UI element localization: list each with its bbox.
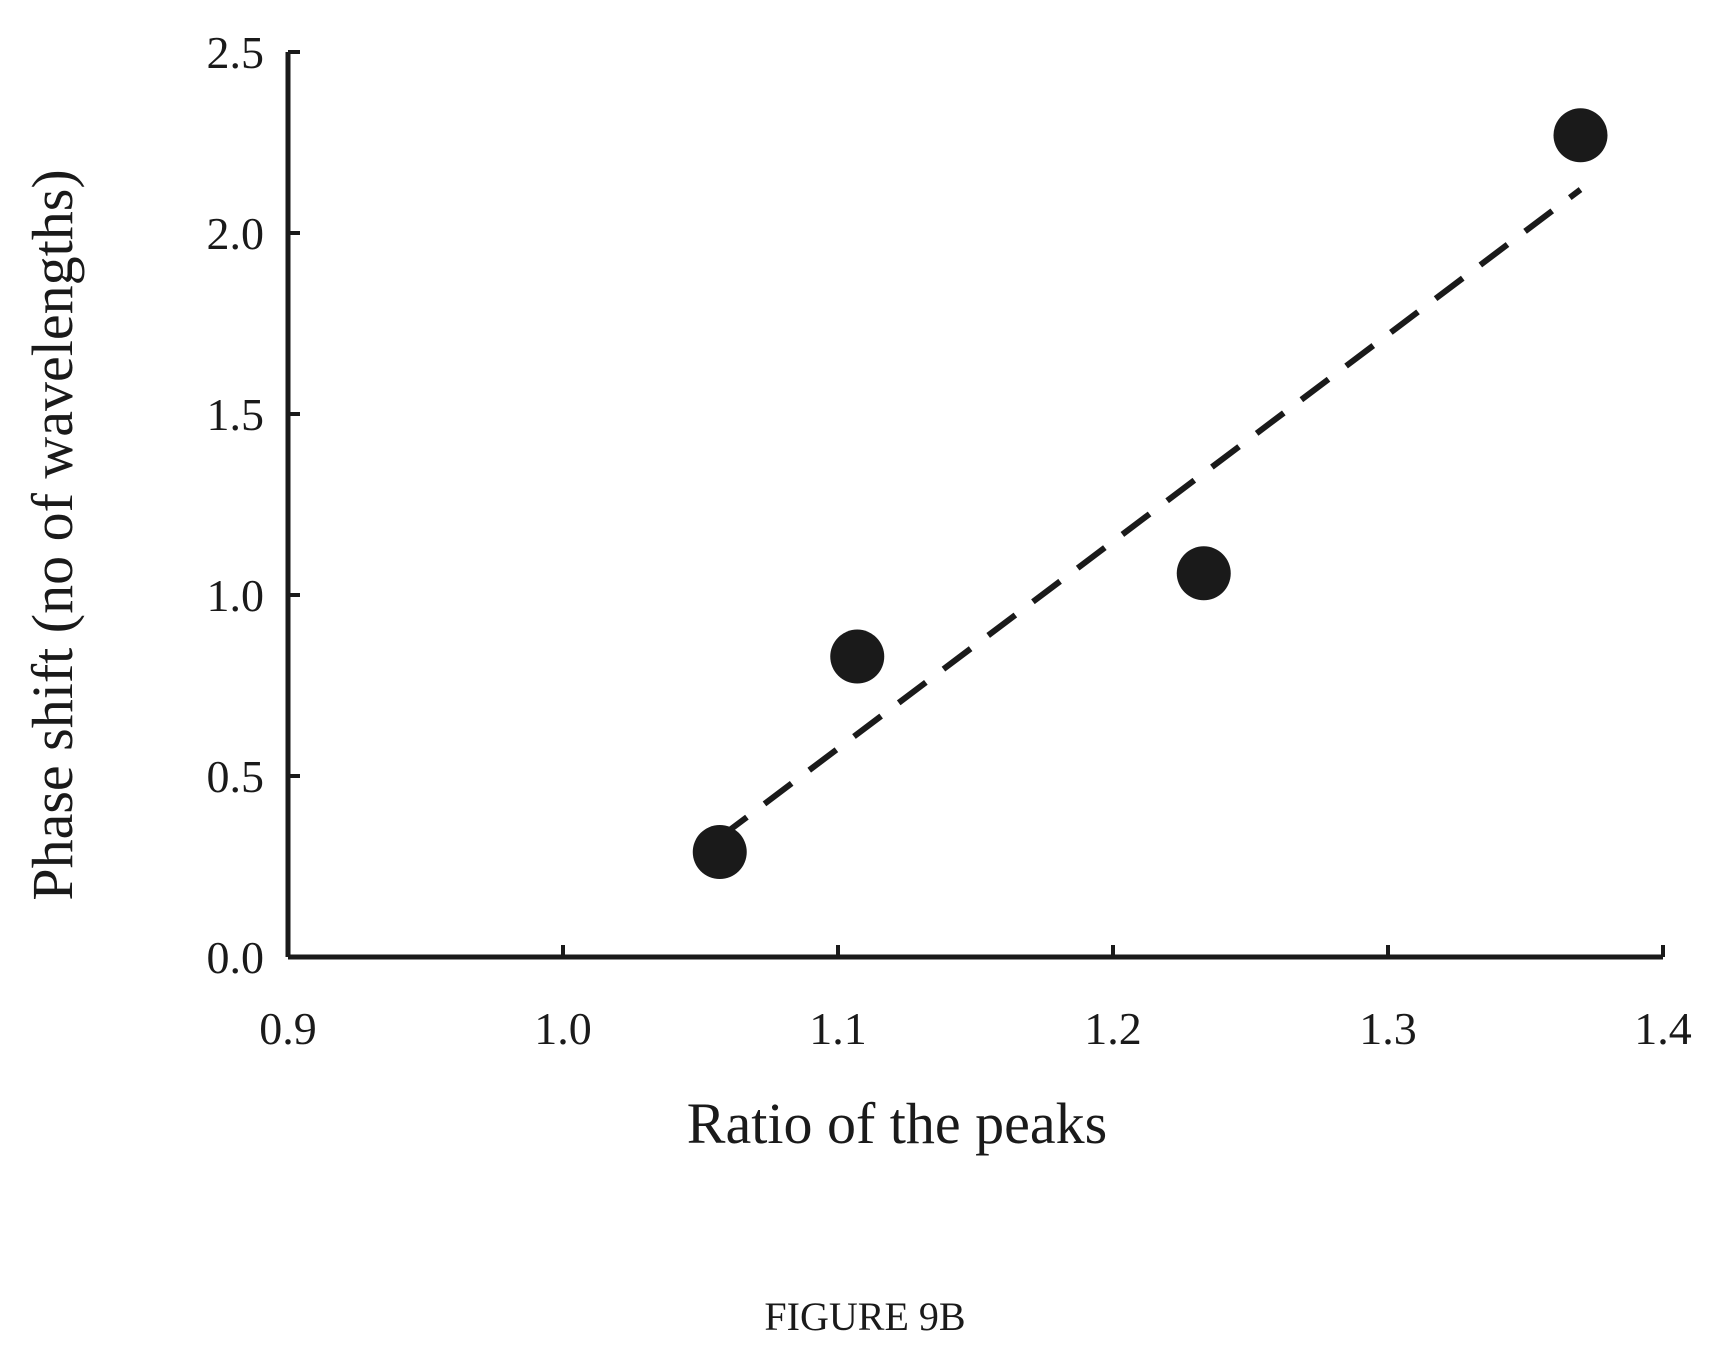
x-tick-label: 0.9	[259, 1003, 317, 1054]
y-tick-label: 0.5	[207, 751, 265, 802]
data-point	[830, 629, 885, 684]
y-tick-label: 2.0	[207, 208, 265, 259]
x-axis-title: Ratio of the peaks	[687, 1091, 1107, 1156]
data-points	[692, 108, 1608, 880]
figure-caption: FIGURE 9B	[764, 1294, 965, 1339]
x-tick-label: 1.4	[1634, 1003, 1692, 1054]
chart-axes	[285, 52, 1663, 960]
y-tick-label: 1.0	[207, 570, 265, 621]
y-tick-label: 0.0	[207, 932, 265, 983]
trendline	[717, 187, 1583, 840]
data-point	[1176, 546, 1231, 601]
data-point	[1553, 108, 1608, 163]
x-tick-label: 1.0	[534, 1003, 592, 1054]
trendline-group	[717, 187, 1583, 840]
x-tick-label: 1.2	[1084, 1003, 1142, 1054]
x-axis-ticks: 0.9 1.0 1.1 1.2 1.3 1.4	[259, 945, 1692, 1054]
x-tick-label: 1.3	[1359, 1003, 1417, 1054]
x-tick-label: 1.1	[809, 1003, 867, 1054]
y-tick-label: 1.5	[207, 389, 265, 440]
y-axis-title: Phase shift (no of wavelengths)	[20, 169, 85, 900]
y-tick-label: 2.5	[207, 27, 265, 78]
data-point	[692, 825, 747, 880]
y-axis-ticks: 0.0 0.5 1.0 1.5 2.0 2.5	[207, 27, 300, 983]
